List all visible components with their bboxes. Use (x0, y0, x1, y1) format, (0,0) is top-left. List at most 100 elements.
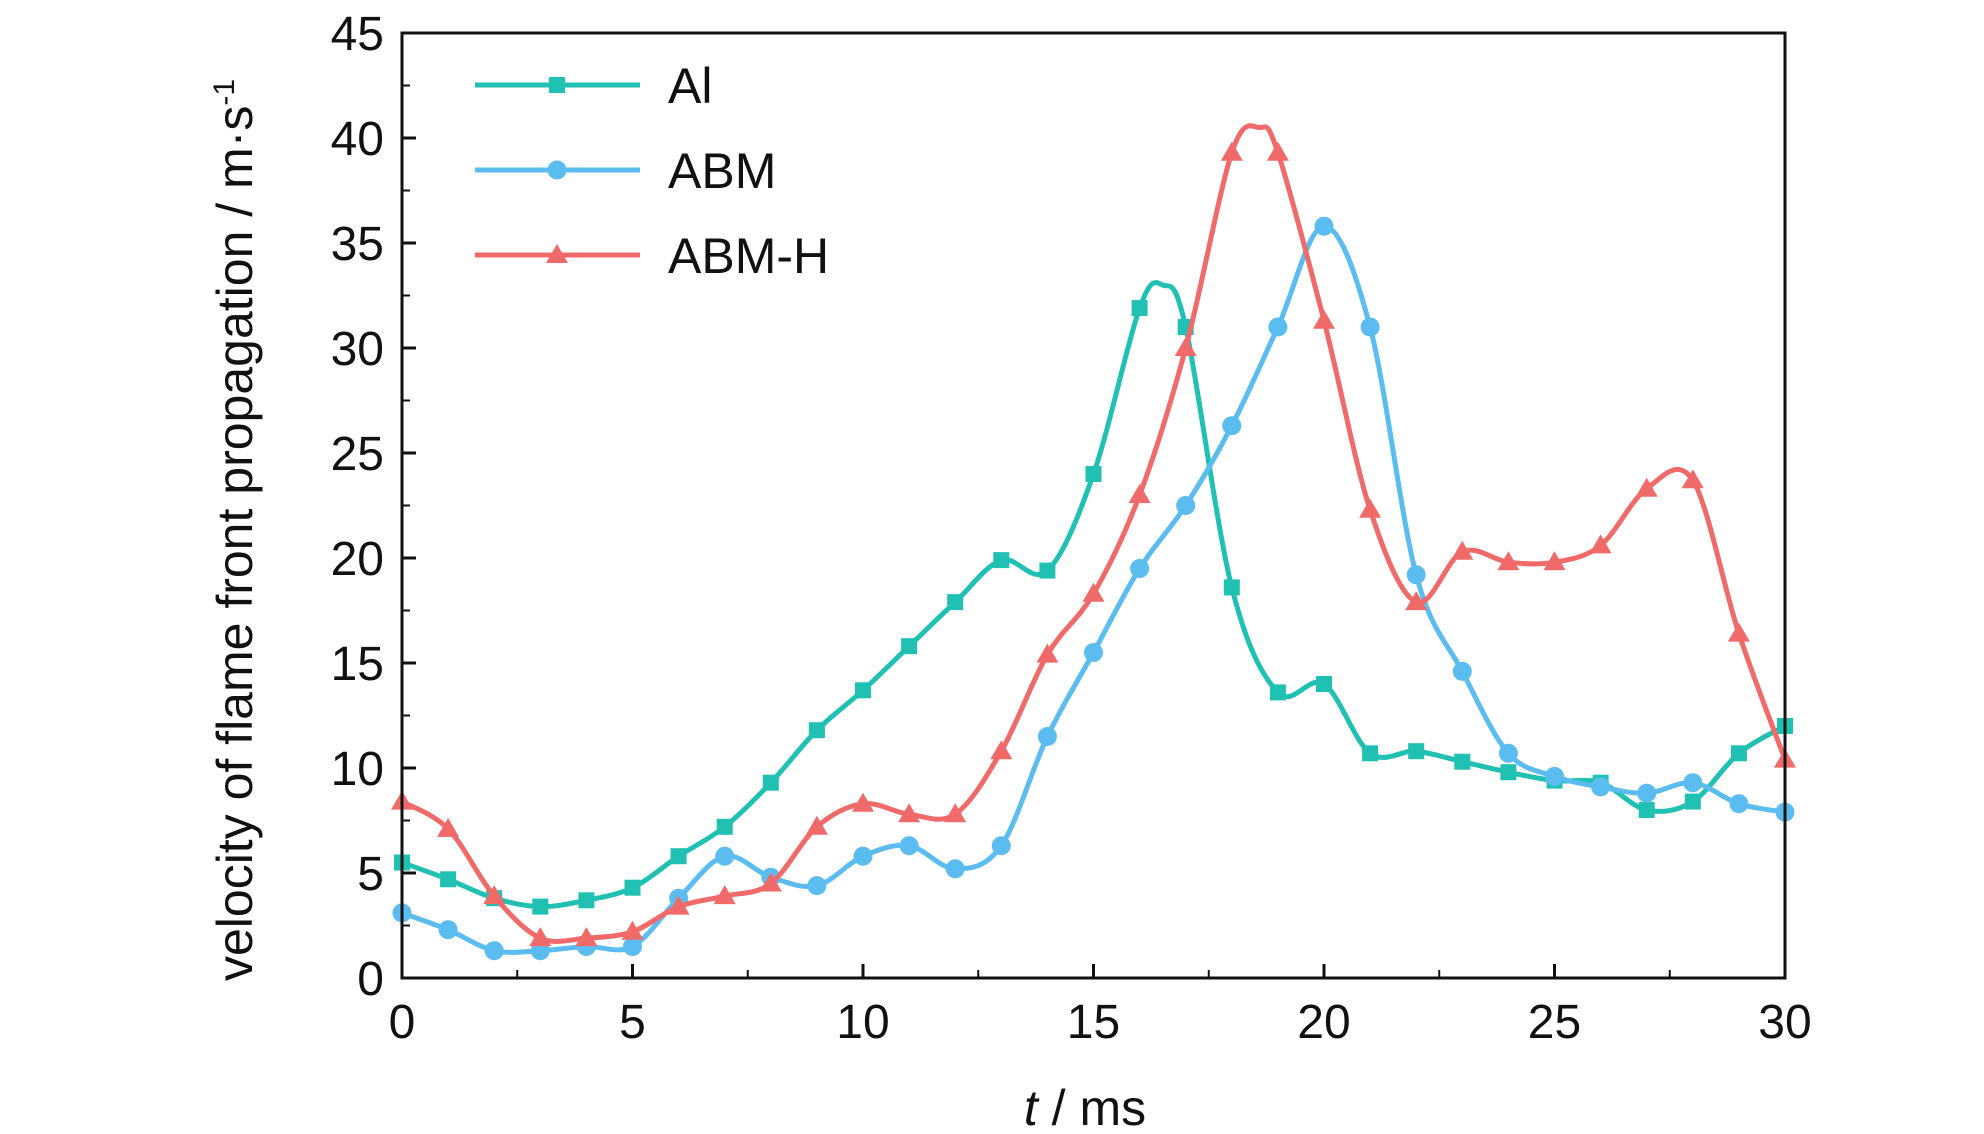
x-tick-label: 5 (619, 996, 646, 1049)
data-point-al (1039, 562, 1056, 579)
data-point-al (1684, 793, 1701, 810)
y-axis-label: velocity of flame front propagation / m·… (207, 79, 263, 981)
data-point-abm-h (990, 740, 1013, 760)
data-point-abm-h (667, 895, 690, 915)
data-point-al (1085, 466, 1102, 482)
y-tick-label: 45 (331, 8, 384, 61)
data-point-abm (1084, 643, 1103, 662)
legend-item-al: Al (475, 58, 712, 114)
data-point-abm (1130, 559, 1150, 578)
data-point-abm-h (713, 885, 736, 905)
data-point-abm (1452, 661, 1472, 681)
data-point-abm-h (852, 792, 874, 812)
data-point-abm-h (437, 817, 460, 837)
data-point-abm-h (1266, 141, 1289, 161)
data-point-abm (899, 836, 919, 856)
data-point-abm-h (1174, 337, 1197, 356)
data-point-abm (1637, 783, 1657, 803)
data-point-abm (945, 859, 965, 879)
data-point-abm (1037, 727, 1057, 746)
data-point-abm-h (529, 927, 552, 947)
data-point-abm-h (1727, 622, 1750, 642)
data-point-abm-h (1543, 551, 1566, 571)
data-point-al (1454, 753, 1471, 770)
data-point-abm-h (1082, 582, 1105, 602)
data-point-al (440, 871, 457, 888)
x-tick-label: 30 (1758, 996, 1811, 1049)
data-point-al (901, 638, 918, 655)
data-point-al (1316, 676, 1332, 692)
y-tick-label: 25 (331, 428, 384, 481)
data-point-al (624, 879, 641, 896)
data-point-al (855, 682, 871, 699)
data-point-al (1223, 579, 1240, 596)
data-point-abm (623, 937, 642, 956)
x-tick-label: 10 (836, 996, 889, 1049)
data-point-abm (715, 846, 735, 866)
data-point-al (1408, 743, 1425, 760)
data-point-abm-h (759, 872, 782, 892)
x-tick-label: 25 (1528, 996, 1581, 1049)
y-tick-label: 0 (357, 953, 384, 1006)
data-point-abm-h (1313, 309, 1335, 329)
data-point-abm (1498, 743, 1518, 763)
data-point-abm (438, 920, 458, 940)
legend-item-abm: ABM (475, 143, 776, 199)
data-point-al (993, 552, 1010, 569)
y-tick-label: 20 (331, 533, 384, 586)
y-tick-label: 15 (331, 638, 384, 691)
data-point-abm-h (1128, 484, 1151, 503)
data-point-abm (1545, 766, 1564, 786)
series-abm-h (391, 123, 1796, 947)
data-point-abm-h (944, 803, 967, 823)
data-point-abm-h (483, 885, 506, 905)
y-tick-label: 35 (331, 218, 384, 271)
y-tick-label: 40 (331, 113, 384, 166)
data-point-abm-h (1635, 477, 1658, 497)
data-point-abm-h (805, 815, 828, 835)
data-point-abm-h (898, 803, 921, 823)
legend-marker (547, 160, 567, 180)
legend-box (455, 50, 935, 320)
data-point-al (1269, 684, 1286, 701)
data-point-al (716, 818, 733, 835)
data-point-al (808, 722, 825, 739)
data-point-abm-h (1405, 591, 1428, 611)
legend-marker (549, 77, 565, 93)
axes: 0 5 10 15 20 25 30 0 5 10 15 20 25 30 35 40 45 (331, 8, 1812, 1049)
x-axis-label: t / ms (1024, 1080, 1146, 1134)
data-point-al (1500, 764, 1517, 781)
data-point-abm-h (1681, 469, 1704, 489)
legend-label: Al (668, 58, 712, 114)
data-point-al (532, 898, 549, 915)
data-point-abm-h (1220, 141, 1243, 161)
data-point-abm (991, 836, 1011, 856)
data-point-al (578, 892, 595, 909)
data-point-abm (1268, 317, 1288, 337)
legend-item-abm-h: ABM-H (475, 228, 829, 284)
data-point-al (1730, 745, 1747, 762)
data-point-abm (1406, 565, 1426, 585)
x-tick-label: 20 (1297, 996, 1350, 1049)
x-tick-label: 0 (389, 996, 416, 1049)
data-point-abm (1314, 216, 1334, 236)
data-point-al (1638, 802, 1655, 818)
data-point-abm-h (1497, 551, 1520, 571)
data-point-al (670, 848, 687, 865)
legend-label: ABM-H (668, 228, 829, 284)
data-point-abm (1176, 496, 1196, 515)
data-point-al (1131, 300, 1148, 317)
data-point-al (1362, 745, 1379, 762)
data-point-al (947, 594, 964, 611)
series-line-al (401, 280, 1787, 910)
data-point-abm (807, 876, 827, 896)
data-point-abm (1591, 777, 1611, 797)
data-point-abm (1729, 794, 1749, 814)
data-point-abm-h (1589, 534, 1612, 554)
data-point-al (762, 774, 779, 791)
data-point-abm (853, 846, 873, 866)
y-tick-label: 10 (331, 743, 384, 796)
y-tick-label: 5 (357, 848, 384, 901)
data-point-abm-h (575, 927, 598, 947)
